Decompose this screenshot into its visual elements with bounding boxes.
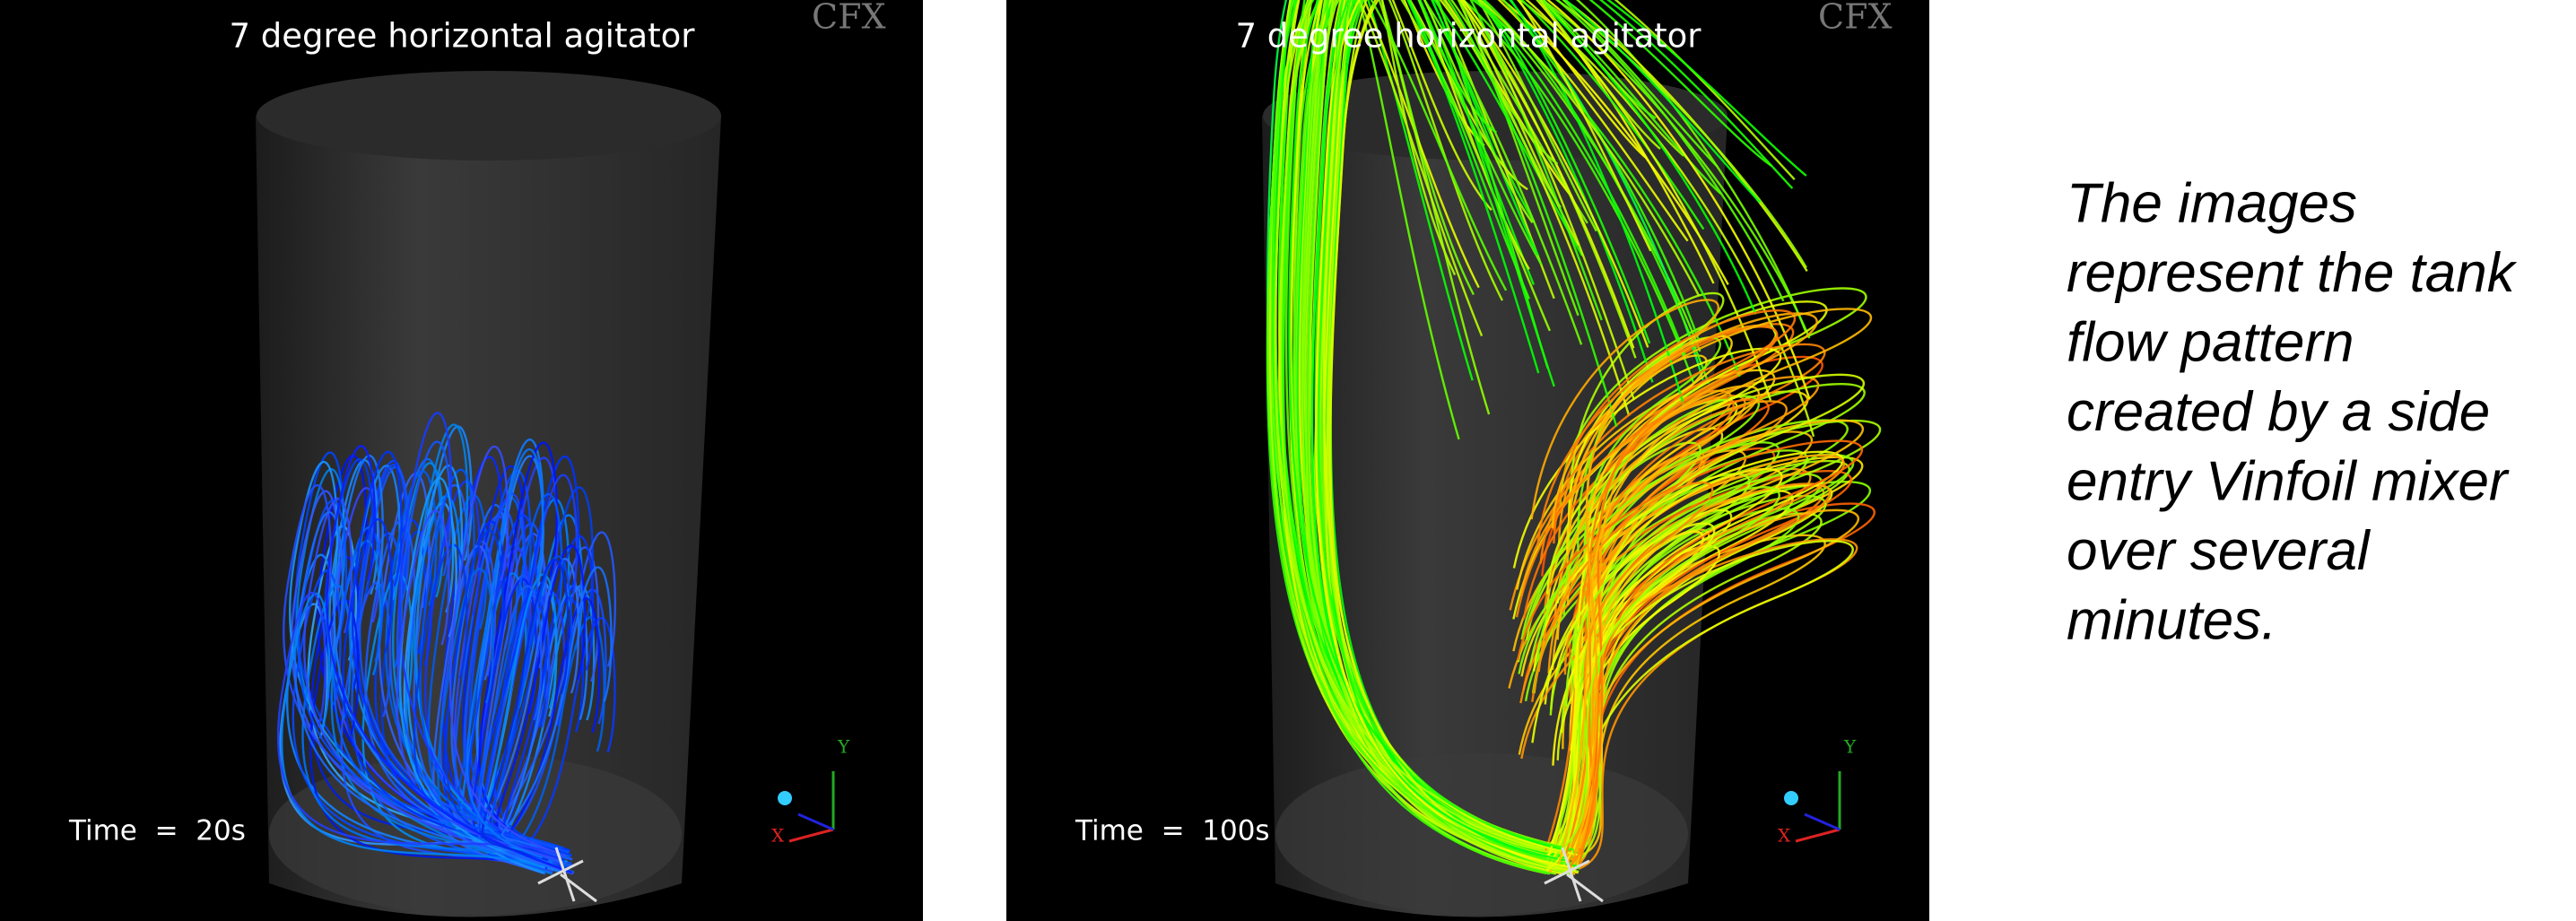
streamline (385, 470, 570, 858)
streamline (448, 445, 567, 857)
streamline (1266, 0, 1567, 865)
tank-top (257, 71, 721, 161)
streamline (359, 465, 564, 855)
axis-ball (1784, 791, 1798, 805)
streamline (1274, 0, 1574, 856)
axis-x (788, 828, 834, 843)
caption-line: flow pattern (2067, 311, 2354, 373)
streamline (1569, 312, 1818, 848)
axis-z (1804, 812, 1841, 831)
render-panel: 7 degree horizontal agitator CFX Time = 10… (1006, 0, 1929, 921)
render-panel: 7 degree horizontal agitator CFX Time = 20… (0, 0, 923, 921)
streamline (419, 468, 558, 856)
streamline (1536, 326, 1779, 857)
axis-x (1795, 828, 1841, 843)
streamline (302, 498, 575, 875)
caption-line: over several (2067, 520, 2371, 582)
streamline (1318, 0, 1618, 851)
caption-line: minutes. (2067, 589, 2276, 651)
streamline (478, 441, 558, 851)
time-label: Time = 20s (68, 815, 246, 847)
impeller (537, 847, 597, 903)
axis-z (797, 812, 834, 831)
streamline (481, 558, 570, 862)
streamline (1553, 309, 1797, 865)
axis-x-label: X (771, 825, 785, 847)
streamline (398, 477, 546, 869)
streamline (326, 445, 573, 873)
streamline (1274, 0, 1701, 851)
streamline (413, 423, 559, 865)
streamline (466, 447, 544, 859)
caption-line: The images (2067, 172, 2357, 234)
streamline (500, 566, 613, 854)
time-label: Time = 100s (1075, 815, 1270, 847)
streamline (1530, 299, 1719, 856)
streamline (1315, 0, 1811, 869)
streamline (396, 509, 557, 861)
streamline (1546, 508, 1859, 875)
streamline (1536, 441, 1780, 868)
logo: CFX (812, 0, 886, 37)
caption-line: represent the tank (2067, 242, 2518, 304)
streamline (1308, 0, 1562, 872)
streamline (1329, 0, 1772, 856)
impeller (1544, 847, 1604, 903)
streamline (1562, 467, 1783, 868)
streamline (1512, 347, 1782, 863)
panel-title: 7 degree horizontal agitator (229, 17, 695, 56)
tank-body (1262, 116, 1727, 917)
streamline (1288, 0, 1757, 855)
caption-line: entry Vinfoil mixer (2067, 450, 2510, 512)
axis-x-label: X (1778, 825, 1791, 847)
panel-title: 7 degree horizontal agitator (1235, 17, 1701, 56)
streamline (1279, 0, 1807, 854)
streamline (290, 490, 553, 865)
streamline (281, 592, 541, 868)
streamline (477, 492, 563, 853)
streamline (398, 412, 561, 861)
logo: CFX (1818, 0, 1893, 37)
streamline (1322, 0, 1652, 873)
streamline (276, 591, 561, 856)
streamline (1560, 486, 1780, 851)
axis-y-label: Y (837, 736, 850, 758)
streamline (309, 598, 565, 872)
streamline (1551, 308, 1873, 865)
axis-y-label: Y (1843, 736, 1857, 758)
axis-ball (778, 791, 792, 805)
caption-line: created by a side (2067, 381, 2490, 443)
